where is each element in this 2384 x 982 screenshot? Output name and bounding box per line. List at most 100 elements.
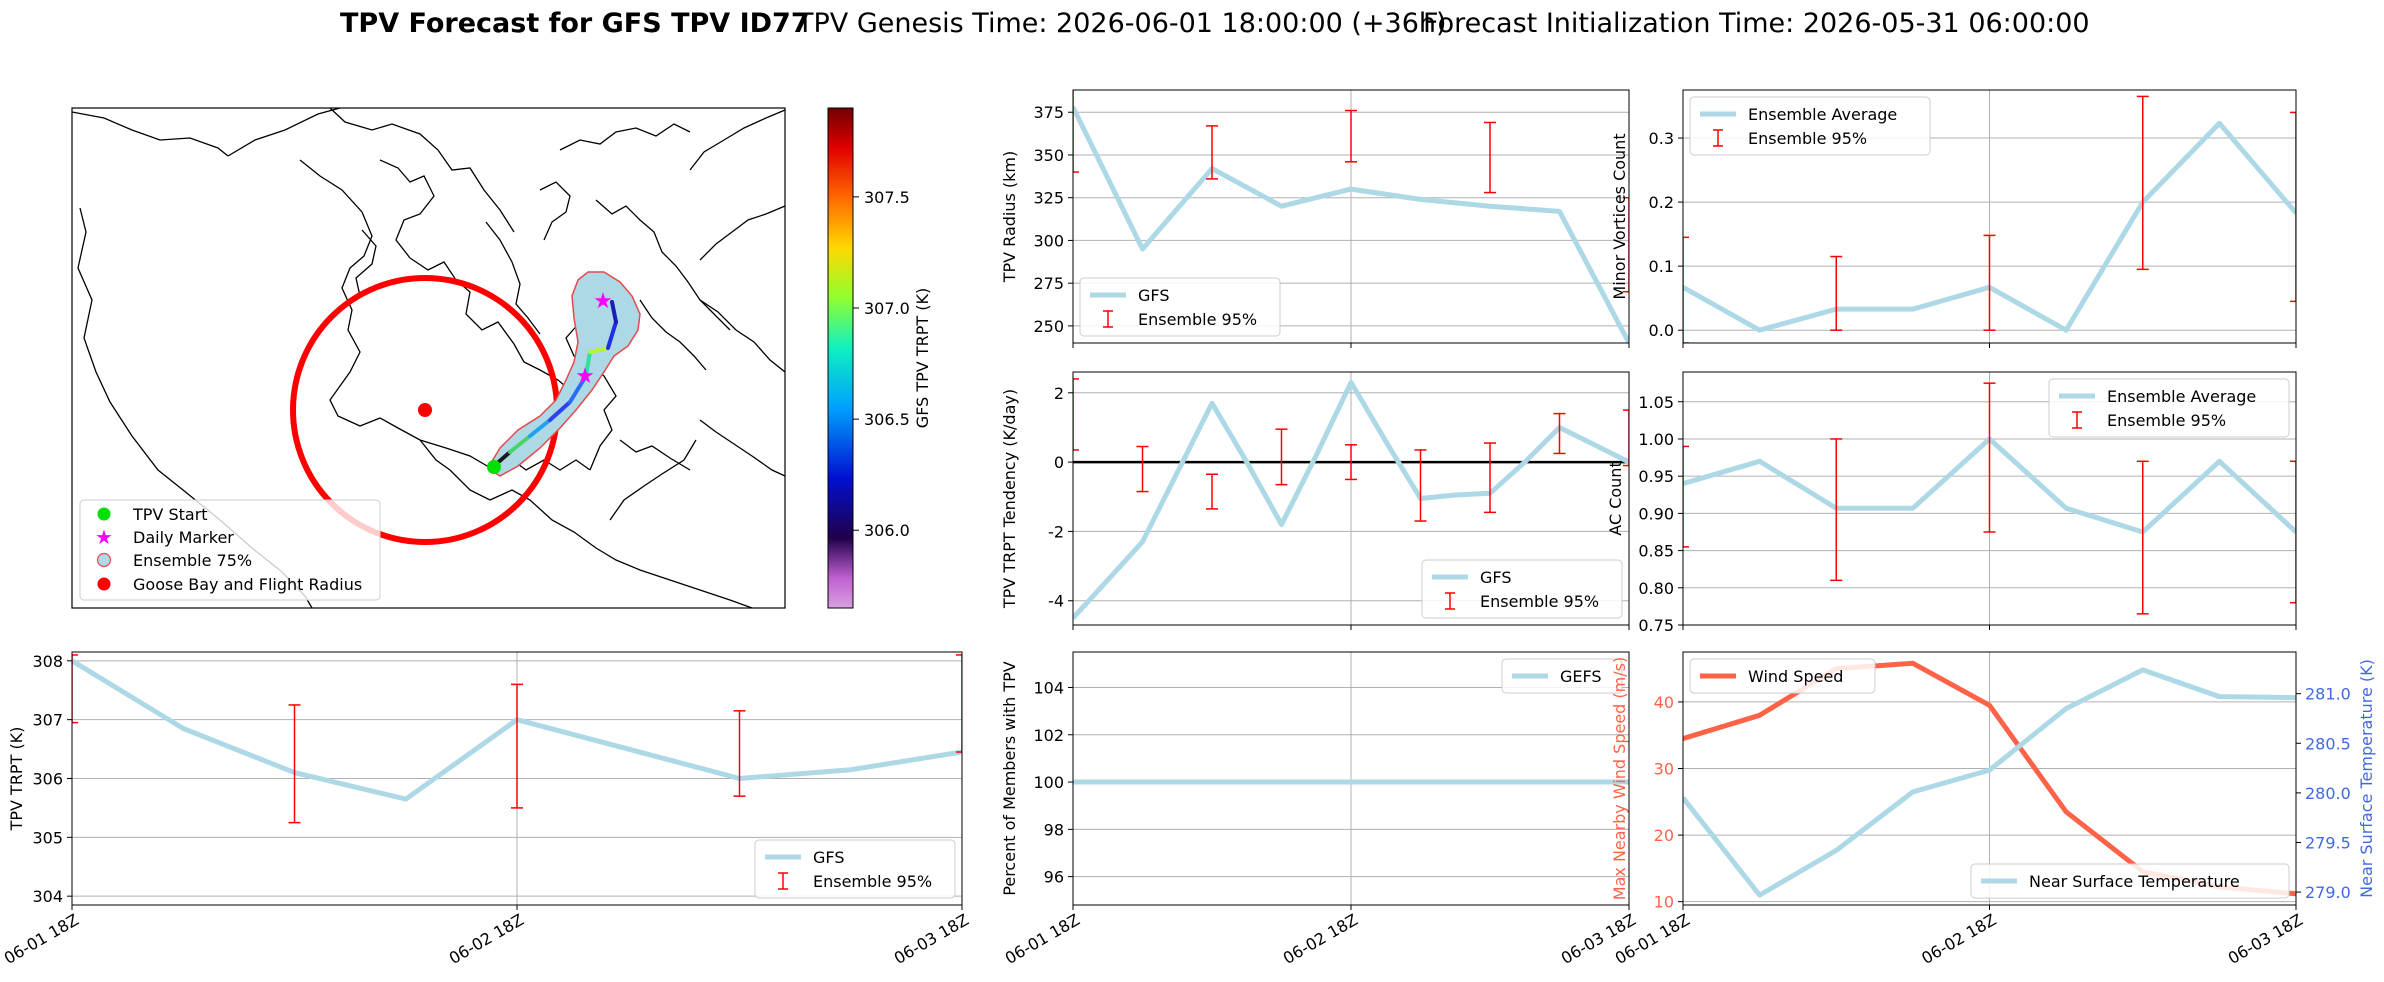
y-tick-label: 1.00 bbox=[1638, 430, 1674, 449]
series-line bbox=[1683, 667, 2296, 898]
y-tick-label: 40 bbox=[1654, 693, 1674, 712]
y-tick-label: 0.2 bbox=[1649, 193, 1674, 212]
legend-box bbox=[754, 839, 956, 899]
legend-label: Ensemble 95% bbox=[813, 872, 932, 891]
legend-label: GFS bbox=[813, 848, 844, 867]
plot-area bbox=[1073, 90, 1629, 343]
legend-label: Ensemble 95% bbox=[1138, 310, 1257, 329]
y2-tick-label: 280.0 bbox=[2305, 784, 2351, 803]
y-tick-label: 0.90 bbox=[1638, 504, 1674, 523]
x-tick-label: 06-02 18Z bbox=[1918, 910, 1999, 968]
colorbar-ticks: 306.0 306.5 307.0 307.5 bbox=[853, 188, 910, 540]
y-tick-label: 0.75 bbox=[1638, 616, 1674, 635]
series-line bbox=[1073, 379, 1629, 620]
legend-box bbox=[2048, 378, 2290, 438]
figure-title-bold: TPV Forecast for GFS TPV ID77 bbox=[340, 8, 810, 39]
x-tick-label: 06-01 18Z bbox=[1002, 910, 1083, 968]
legend-label: Ensemble 95% bbox=[1748, 129, 1867, 148]
y-axis-label: TPV TRPT Tendency (K/day) bbox=[1000, 389, 1019, 609]
series-line bbox=[1073, 106, 1629, 343]
figure-title-init: Forecast Initialization Time: 2026-05-31… bbox=[1423, 8, 2090, 39]
legend-label: GEFS bbox=[1560, 667, 1602, 686]
axes-frame bbox=[71, 651, 963, 906]
legend-ensemble-icon bbox=[96, 552, 112, 568]
plot-area bbox=[1683, 382, 2296, 615]
legend-box bbox=[1689, 96, 1931, 156]
legend-box bbox=[1501, 658, 1623, 694]
x-tick-label: 06-03 18Z bbox=[891, 910, 972, 968]
colorbar-tick-label: 307.0 bbox=[864, 299, 910, 318]
legend-label: GFS bbox=[1138, 286, 1169, 305]
y2-tick-label: 279.0 bbox=[2305, 883, 2351, 902]
legend-box bbox=[1421, 559, 1623, 619]
y-tick-label: 2 bbox=[1054, 384, 1064, 403]
plot-area bbox=[72, 654, 962, 824]
y-tick-label: 10 bbox=[1654, 893, 1674, 912]
y-tick-label: 20 bbox=[1654, 826, 1674, 845]
y2-tick-label: 280.5 bbox=[2305, 734, 2351, 753]
percent-members-chart: 96 98 100 102 104 Percent of Members with TPV… bbox=[1000, 651, 1639, 968]
legend-label: Ensemble Average bbox=[2107, 387, 2256, 406]
y-tick-label: 306 bbox=[32, 770, 63, 789]
minor-vortices-chart: 0.0 0.1 0.2 0.3 Minor Vortices Count Ensemble… bbox=[1610, 89, 2297, 348]
goose-bay-marker bbox=[418, 403, 432, 417]
y-axis-label: TPV Radius (km) bbox=[1000, 151, 1019, 284]
map-panel: ★ ★ TPV Start ★ Daily Marker Ensemble 75… bbox=[71, 107, 932, 609]
y-tick-label: -2 bbox=[1048, 522, 1064, 541]
y-tick-label: 308 bbox=[32, 652, 63, 671]
y-tick-label: 325 bbox=[1033, 189, 1064, 208]
figure-title-genesis: TPV Genesis Time: 2026-06-01 18:00:00 (+… bbox=[796, 8, 1447, 39]
y-tick-label: 0.1 bbox=[1649, 257, 1674, 276]
y-axis-label: TPV TRPT (K) bbox=[7, 727, 26, 832]
map-legend-daily: Daily Marker bbox=[133, 528, 234, 547]
trpt-tendency-chart: -4 -2 0 2 TPV TRPT Tendency (K/day) GFS Ensemb… bbox=[1000, 371, 1630, 630]
map-legend: TPV Start ★ Daily Marker Ensemble 75% Go… bbox=[79, 499, 381, 601]
wind-temperature-chart: 10 20 30 40 Max Nearby Wind Speed (m/s) 279.0… bbox=[1610, 651, 2376, 968]
y2-axis-label: Near Surface Temperature (K) bbox=[2357, 659, 2376, 898]
colorbar-tick-label: 307.5 bbox=[864, 188, 910, 207]
y-tick-label: 104 bbox=[1033, 678, 1064, 697]
y-tick-label: 350 bbox=[1033, 146, 1064, 165]
trpt-chart: 304 305 306 307 308 TPV TRPT (K) 06-01 18Z 06-0… bbox=[1, 651, 972, 968]
legend-goosebay-icon bbox=[97, 577, 111, 591]
legend-label: GFS bbox=[1480, 568, 1511, 587]
axes-frame bbox=[1682, 371, 2297, 626]
radius-chart: 250 275 300 325 350 375 TPV Radius (km) GFS Ense… bbox=[1000, 89, 1630, 348]
y-tick-label: 305 bbox=[32, 828, 63, 847]
legend-label: Near Surface Temperature bbox=[2029, 872, 2240, 891]
plot-area bbox=[1683, 95, 2296, 343]
y-tick-label: 0.95 bbox=[1638, 467, 1674, 486]
legend-label: Ensemble Average bbox=[1748, 105, 1897, 124]
axes-frame bbox=[1682, 89, 2297, 344]
y-tick-label: 96 bbox=[1044, 868, 1064, 887]
legend-box bbox=[1079, 277, 1281, 337]
colorbar-label: GFS TPV TRPT (K) bbox=[913, 288, 932, 428]
legend-box bbox=[1970, 863, 2290, 899]
y-tick-label: 250 bbox=[1033, 317, 1064, 336]
y2-tick-label: 279.5 bbox=[2305, 833, 2351, 852]
y-tick-label: 0.80 bbox=[1638, 579, 1674, 598]
y-tick-label: 275 bbox=[1033, 274, 1064, 293]
y-tick-label: 0 bbox=[1054, 453, 1064, 472]
y-tick-label: -4 bbox=[1048, 592, 1064, 611]
daily-marker-2: ★ bbox=[593, 289, 613, 314]
y-axis-label: Minor Vortices Count bbox=[1610, 133, 1629, 299]
axes-frame bbox=[1072, 371, 1630, 626]
y-tick-label: 304 bbox=[32, 887, 63, 906]
x-tick-label: 06-02 18Z bbox=[1280, 910, 1361, 968]
axes-frame bbox=[1072, 89, 1630, 344]
map-coastlines bbox=[72, 108, 785, 608]
track-path bbox=[492, 300, 618, 468]
legend-start-icon bbox=[97, 507, 111, 521]
y-tick-label: 30 bbox=[1654, 760, 1674, 779]
y-tick-label: 102 bbox=[1033, 726, 1064, 745]
legend-label: Wind Speed bbox=[1748, 667, 1843, 686]
colorbar bbox=[827, 107, 854, 609]
colorbar-tick-label: 306.0 bbox=[864, 521, 910, 540]
y-axis-label: AC Count bbox=[1606, 461, 1625, 535]
y-tick-label: 0.0 bbox=[1649, 321, 1674, 340]
x-tick-label: 06-01 18Z bbox=[1, 910, 82, 968]
y-tick-label: 0.85 bbox=[1638, 542, 1674, 561]
map-legend-ensemble: Ensemble 75% bbox=[133, 551, 252, 570]
y-tick-label: 98 bbox=[1044, 820, 1064, 839]
